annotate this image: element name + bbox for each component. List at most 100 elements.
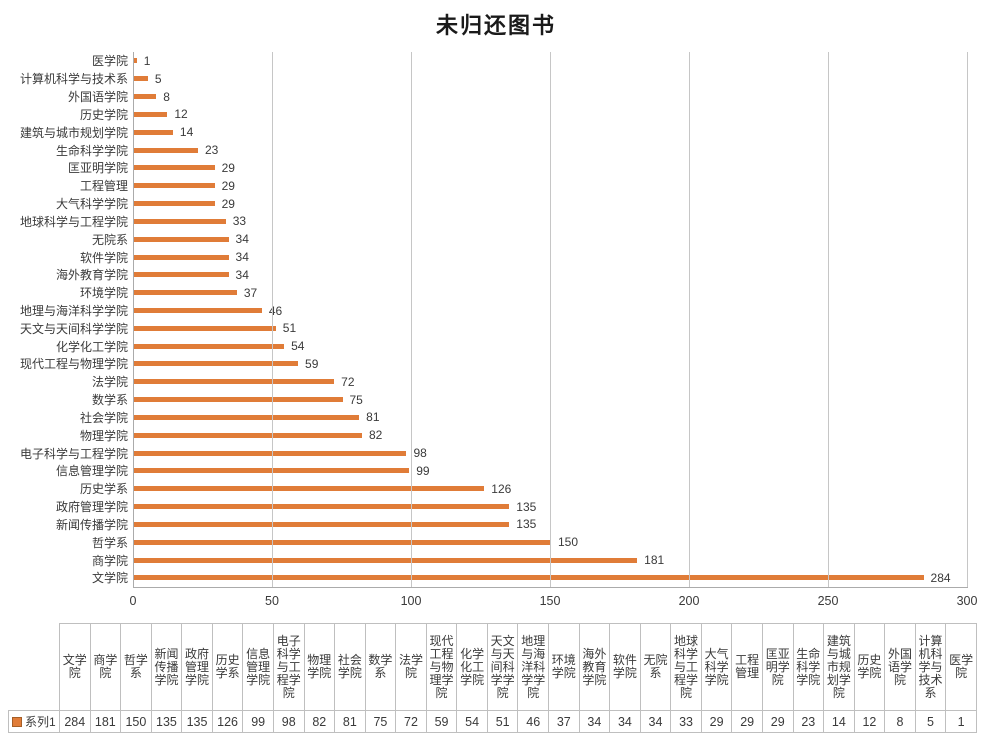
data-table-header-cell: 政府管理学院 [181, 623, 213, 711]
y-axis-label: 商学院 [91, 553, 128, 568]
y-axis-label: 信息管理学院 [55, 464, 128, 479]
y-axis-label: 天文与天间科学学院 [19, 321, 128, 336]
y-axis-label: 历史学院 [79, 107, 128, 122]
data-table-value-cell: 150 [120, 710, 152, 733]
x-axis-tick-label: 200 [678, 594, 700, 608]
data-table-value-cell: 82 [303, 710, 336, 733]
bar-value-label: 34 [235, 267, 249, 282]
data-table-header-cell: 外国语学院 [884, 623, 916, 711]
x-axis-tick-label: 150 [539, 594, 561, 608]
y-axis-label: 环境学院 [79, 286, 128, 301]
data-table-header-cell: 历史学系 [211, 623, 244, 711]
bar-row: 1 [134, 52, 968, 70]
y-axis-label: 无院系 [91, 232, 128, 247]
bar-row: 99 [134, 462, 968, 480]
data-table-value-cell: 14 [823, 710, 855, 733]
grid-line [828, 52, 829, 587]
data-table-header-cell: 地球科学与工程学院 [670, 623, 702, 711]
y-axis-label: 地理与海洋科学学院 [19, 304, 128, 318]
data-table-value-cell: 5 [914, 710, 947, 733]
data-table-value-cell: 37 [548, 710, 580, 733]
bar-row: 72 [134, 373, 968, 391]
y-axis-label: 匡亚明学院 [67, 161, 128, 176]
y-axis-label: 哲学系 [91, 535, 128, 550]
y-axis-label: 数学系 [91, 393, 128, 408]
data-table-header-cell: 软件学院 [609, 623, 641, 711]
bar-row: 5 [134, 70, 968, 88]
data-table-value-cell: 98 [272, 710, 305, 733]
data-table-header-cell: 生命科学学院 [792, 623, 825, 711]
bar-value-label: 126 [491, 481, 512, 496]
grid-line [271, 52, 273, 587]
data-table-value-cell: 135 [181, 710, 213, 733]
bar-row: 29 [134, 159, 968, 177]
data-table-value-cell: 29 [731, 710, 763, 733]
bar-value-label: 75 [349, 392, 363, 407]
data-table-header-cell: 物理学院 [303, 623, 336, 711]
data-table-header-cell: 化学化工学院 [456, 623, 488, 711]
data-table-value-cell: 135 [150, 710, 183, 733]
data-table-header-cell: 医学院 [945, 623, 977, 711]
bar-row: 14 [134, 123, 968, 141]
y-axis-label: 历史学系 [79, 482, 128, 497]
x-axis-tick-label: 250 [817, 594, 839, 608]
data-table-header-cell: 计算机科学与技术系 [914, 623, 947, 711]
bar-row: 34 [134, 266, 968, 284]
bar [134, 218, 226, 224]
data-table-value-cell: 12 [853, 710, 886, 733]
plot-area: 1 5 8 12 14 23 29 29 29 33 34 34 34 37 46 51 54 59 72 75 81 8… [133, 52, 968, 588]
bar [134, 539, 551, 545]
data-table-header-cell: 天文与天间科学学院 [486, 623, 519, 711]
data-table-header-cell: 工程管理 [731, 623, 763, 711]
bar-row: 59 [134, 355, 968, 373]
y-axis-label: 物理学院 [79, 428, 128, 443]
bar [134, 129, 173, 135]
bar [134, 575, 924, 581]
bar [134, 521, 510, 527]
data-table-header-cell: 大气科学学院 [700, 623, 733, 711]
bar-row: 34 [134, 248, 968, 266]
bar-value-label: 12 [174, 107, 188, 122]
bar-row: 29 [134, 195, 968, 213]
data-table-value-cell: 59 [425, 710, 458, 733]
bar [134, 414, 360, 420]
bar [134, 236, 229, 242]
bar-value-label: 99 [416, 463, 430, 478]
bar-value-label: 51 [282, 321, 297, 336]
data-table-value-cell: 33 [670, 710, 702, 733]
data-table-header-cell: 历史学院 [853, 623, 886, 711]
bar-value-label: 98 [413, 446, 427, 461]
grid-line [688, 52, 690, 587]
bar-row: 33 [134, 212, 968, 230]
data-table-value-cell: 284 [59, 710, 91, 733]
grid-line [967, 52, 968, 587]
bar [134, 290, 237, 296]
y-axis-label: 海外教育学院 [55, 268, 128, 283]
bar [134, 272, 229, 278]
data-table-value-cell: 34 [609, 710, 641, 733]
legend-series-label: 系列1 [25, 715, 56, 729]
bar [134, 557, 638, 563]
bar [134, 58, 137, 64]
data-table-value-cell: 126 [211, 710, 244, 733]
grid-line [550, 52, 551, 587]
bar-row: 81 [134, 409, 968, 427]
bar [134, 432, 362, 438]
y-axis-label: 大气科学学院 [55, 197, 128, 212]
data-table-header-cell: 现代工程与物理学院 [425, 623, 458, 711]
bar [134, 201, 215, 207]
x-axis-tick-label: 100 [400, 594, 422, 608]
bar-value-label: 181 [644, 553, 665, 568]
data-table-header-cell: 商学院 [89, 623, 122, 711]
y-axis-label: 计算机科学与技术系 [19, 72, 128, 87]
x-axis-tick-label: 0 [129, 594, 137, 608]
bar-value-label: 82 [368, 428, 383, 443]
bar [134, 76, 148, 82]
bar-row: 54 [134, 337, 968, 355]
bar-value-label: 33 [232, 214, 247, 229]
data-table-header-cell: 信息管理学院 [242, 623, 274, 711]
data-table-header-cell: 数学系 [364, 623, 397, 711]
data-table-header-cell: 无院系 [639, 623, 672, 711]
bar [134, 504, 510, 510]
bar-value-label: 29 [221, 178, 235, 193]
